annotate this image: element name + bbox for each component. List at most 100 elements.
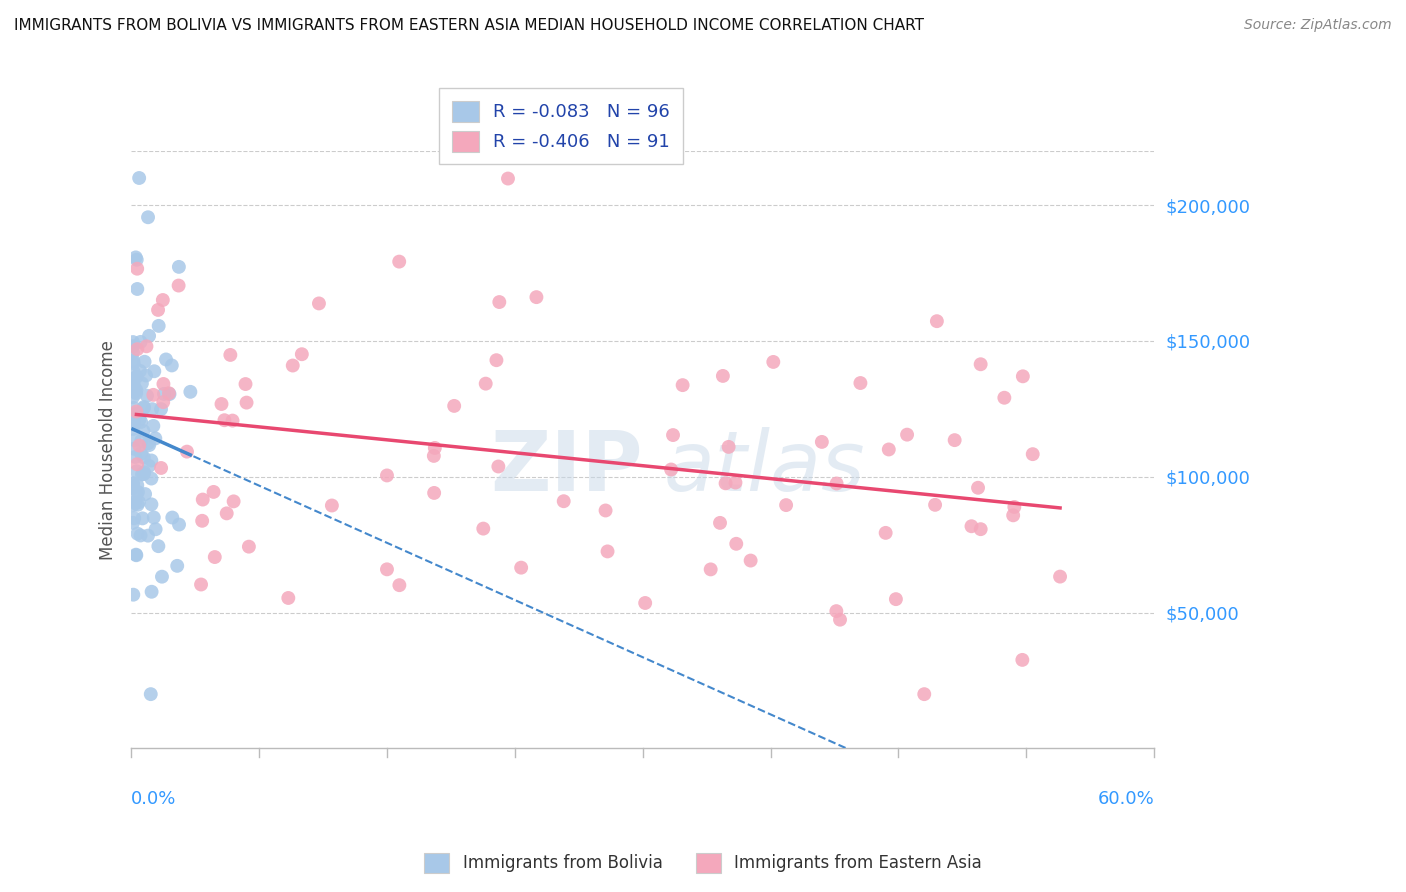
Point: [138, 329, 160, 343]
Point: [139, 687, 162, 701]
Point: [122, 588, 145, 602]
Point: [125, 548, 148, 562]
Point: [127, 282, 149, 296]
Point: [132, 450, 155, 465]
Point: [486, 459, 509, 474]
Point: [152, 395, 174, 409]
Point: [132, 424, 155, 438]
Point: [150, 461, 173, 475]
Point: [969, 522, 991, 536]
Y-axis label: Median Household Income: Median Household Income: [100, 340, 117, 559]
Point: [884, 592, 907, 607]
Legend: Immigrants from Bolivia, Immigrants from Eastern Asia: Immigrants from Bolivia, Immigrants from…: [418, 847, 988, 880]
Point: [125, 407, 148, 421]
Point: [127, 526, 149, 541]
Point: [762, 355, 785, 369]
Point: [148, 318, 170, 333]
Point: [124, 495, 146, 509]
Point: [143, 431, 166, 445]
Point: [960, 519, 983, 533]
Point: [221, 414, 243, 428]
Point: [167, 517, 190, 532]
Point: [125, 251, 148, 265]
Point: [122, 433, 145, 447]
Point: [125, 404, 148, 418]
Point: [128, 495, 150, 509]
Point: [1002, 508, 1025, 523]
Point: [122, 366, 145, 380]
Point: [122, 511, 145, 525]
Point: [157, 386, 180, 401]
Point: [148, 539, 170, 553]
Point: [595, 503, 617, 517]
Point: [124, 407, 146, 421]
Point: [388, 578, 411, 592]
Point: [125, 548, 148, 562]
Point: [211, 397, 233, 411]
Point: [146, 302, 169, 317]
Point: [153, 387, 176, 401]
Point: [877, 442, 900, 457]
Point: [131, 434, 153, 448]
Point: [1022, 447, 1045, 461]
Point: [526, 290, 548, 304]
Point: [122, 356, 145, 370]
Point: [912, 687, 935, 701]
Point: [222, 494, 245, 508]
Point: [122, 417, 145, 431]
Point: [659, 462, 682, 476]
Point: [136, 436, 159, 450]
Point: [214, 413, 236, 427]
Point: [969, 357, 991, 371]
Point: [128, 412, 150, 426]
Point: [122, 345, 145, 359]
Point: [155, 352, 177, 367]
Legend: R = -0.083   N = 96, R = -0.406   N = 91: R = -0.083 N = 96, R = -0.406 N = 91: [439, 88, 683, 164]
Point: [711, 368, 734, 383]
Point: [122, 417, 145, 432]
Point: [132, 401, 155, 416]
Point: [138, 438, 160, 452]
Point: [134, 466, 156, 480]
Point: [204, 549, 226, 564]
Point: [375, 468, 398, 483]
Point: [129, 415, 152, 429]
Point: [1049, 569, 1071, 583]
Point: [122, 376, 145, 391]
Point: [699, 562, 721, 576]
Point: [150, 402, 173, 417]
Point: [125, 383, 148, 397]
Point: [142, 418, 165, 433]
Point: [125, 252, 148, 267]
Point: [131, 511, 153, 525]
Point: [943, 433, 966, 447]
Point: [925, 314, 948, 328]
Point: [993, 391, 1015, 405]
Point: [129, 528, 152, 542]
Point: [125, 457, 148, 471]
Point: [127, 485, 149, 500]
Point: [488, 295, 510, 310]
Point: [125, 369, 148, 384]
Point: [135, 339, 157, 353]
Point: [388, 254, 411, 268]
Point: [423, 449, 446, 463]
Point: [176, 444, 198, 458]
Point: [129, 364, 152, 378]
Point: [152, 293, 174, 307]
Point: [740, 553, 762, 567]
Point: [136, 528, 159, 542]
Point: [202, 484, 225, 499]
Point: [191, 492, 214, 507]
Point: [122, 390, 145, 404]
Point: [128, 439, 150, 453]
Point: [281, 359, 304, 373]
Point: [159, 387, 181, 401]
Point: [553, 494, 575, 508]
Point: [134, 355, 156, 369]
Text: IMMIGRANTS FROM BOLIVIA VS IMMIGRANTS FROM EASTERN ASIA MEDIAN HOUSEHOLD INCOME : IMMIGRANTS FROM BOLIVIA VS IMMIGRANTS FR…: [14, 18, 924, 33]
Point: [190, 577, 212, 591]
Point: [122, 481, 145, 495]
Point: [122, 401, 145, 415]
Point: [160, 359, 183, 373]
